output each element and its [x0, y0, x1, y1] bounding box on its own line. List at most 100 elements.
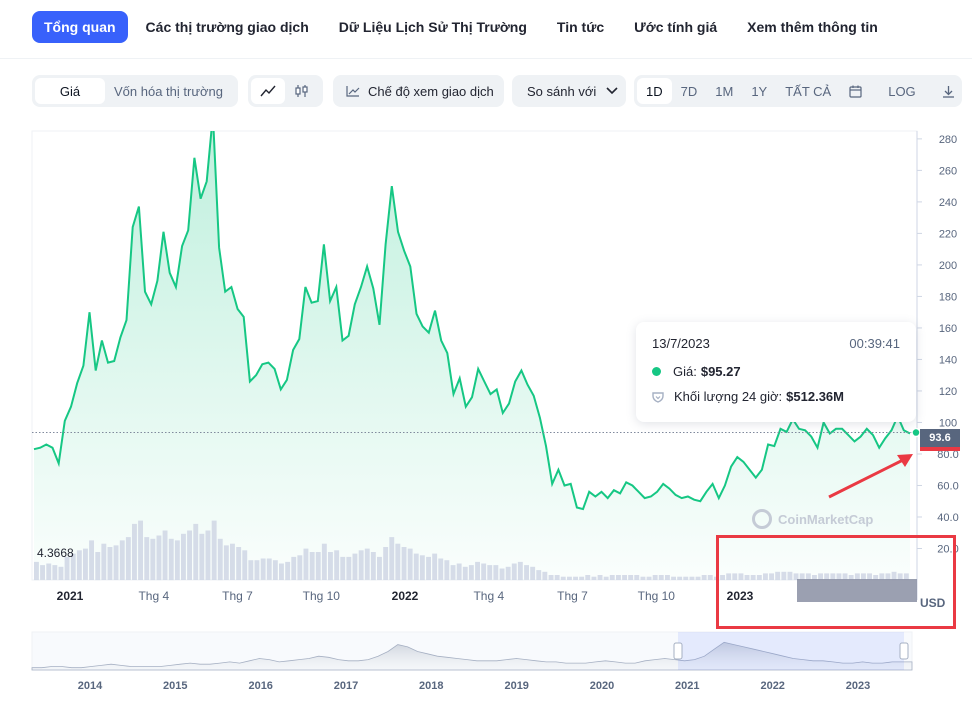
volume-bar — [370, 552, 376, 581]
volume-bar — [622, 575, 627, 580]
volume-bar — [616, 575, 621, 580]
volume-bar — [40, 565, 45, 580]
volume-bar — [536, 570, 542, 580]
volume-bar — [560, 576, 566, 580]
volume-bar — [567, 576, 572, 580]
volume-bar — [377, 556, 382, 580]
download-button[interactable] — [933, 78, 964, 104]
volume-bar — [223, 545, 229, 580]
volume-bar — [658, 575, 664, 580]
range-button-2[interactable]: 1M — [715, 83, 734, 99]
x-tick-label: Thg 7 — [222, 589, 253, 603]
volume-bar — [248, 560, 254, 580]
volume-bar — [683, 576, 689, 580]
shield-icon — [652, 391, 664, 403]
range-selector: 1D 7D 1M 1Y TẤT CẢ LOG — [634, 75, 962, 107]
volume-bar — [168, 538, 174, 581]
current-price-badge-accent — [920, 447, 960, 451]
range-button-3[interactable]: 1Y — [751, 83, 768, 99]
volume-bar — [174, 540, 180, 580]
price-tooltip: 13/7/2023 00:39:41 Giá: $95.27 Khối lượn… — [636, 322, 916, 422]
volume-bar — [738, 573, 744, 580]
volume-bar — [242, 550, 248, 580]
nav-tab-0[interactable]: Tổng quan — [32, 11, 128, 43]
volume-bar — [309, 552, 315, 581]
navigator-x-label: 2015 — [163, 680, 187, 692]
candlestick-button[interactable] — [285, 78, 319, 104]
volume-bar — [389, 537, 395, 580]
volume-bar — [854, 573, 860, 580]
x-tick-label: 2023 — [727, 589, 754, 603]
nav-tab-4[interactable]: Ước tính giá — [634, 19, 718, 35]
volume-bar — [419, 555, 425, 581]
volume-bar — [352, 553, 358, 580]
volume-bar — [573, 576, 578, 580]
nav-tab-3[interactable]: Tin tức — [556, 19, 605, 35]
tooltip-price-label: Giá: — [673, 364, 697, 379]
volume-bar — [799, 573, 805, 580]
volume-bar — [150, 538, 156, 581]
line-chart-icon — [260, 85, 276, 97]
volume-bar — [695, 576, 701, 580]
volume-bar — [340, 556, 346, 580]
navigator-selection — [678, 632, 904, 670]
compare-label: So sánh với — [527, 83, 597, 99]
y-tick-label: 180 — [939, 291, 957, 303]
x-tick-label: 2022 — [392, 589, 419, 603]
coinmarketcap-logo-icon — [752, 509, 772, 529]
volume-bar — [444, 560, 450, 580]
tooltip-price-row: Giá: $95.27 — [652, 364, 741, 379]
volume-bar — [671, 576, 676, 580]
trading-view-icon — [346, 86, 360, 97]
volume-bar — [707, 575, 713, 580]
line-chart-button[interactable] — [251, 78, 285, 104]
volume-bar — [119, 540, 125, 580]
volume-bar — [413, 553, 419, 580]
volume-bar — [634, 575, 640, 580]
volume-bar — [652, 575, 658, 580]
nav-tab-5[interactable]: Xem thêm thông tin — [747, 19, 878, 35]
volume-bar — [211, 520, 217, 580]
volume-bar — [879, 573, 885, 580]
watermark: CoinMarketCap — [752, 509, 873, 529]
x-tick-label: Thg 4 — [473, 589, 504, 603]
navigator-x-label: 2014 — [78, 680, 103, 692]
volume-bar — [842, 573, 848, 580]
volume-bar — [836, 573, 842, 580]
log-toggle[interactable]: LOG — [888, 83, 916, 99]
calendar-button[interactable] — [840, 78, 871, 104]
volume-bar — [230, 543, 235, 580]
y-tick-label: 140 — [939, 354, 957, 366]
x-tick-label: Thg 7 — [557, 589, 588, 603]
nav-tab-1[interactable]: Các thị trường giao dịch — [145, 19, 309, 35]
volume-bar — [266, 558, 272, 580]
volume-bar — [34, 561, 39, 581]
tab-market-cap[interactable]: Vốn hóa thị trường — [114, 83, 224, 99]
volume-bar — [260, 558, 266, 580]
range-button-0[interactable]: 1D — [637, 78, 672, 104]
volume-bar — [554, 575, 560, 580]
volume-bar — [193, 523, 199, 580]
nav-tab-2[interactable]: Dữ Liệu Lịch Sử Thị Trường — [338, 19, 527, 35]
trading-view-button[interactable]: Chế độ xem giao dịch — [333, 75, 504, 107]
volume-bar — [726, 573, 732, 580]
volume-bar — [199, 533, 205, 580]
tab-price[interactable]: Giá — [35, 78, 105, 104]
volume-bar — [812, 575, 817, 580]
volume-bar — [46, 563, 52, 580]
volume-bar — [830, 573, 836, 580]
volume-bar — [585, 575, 591, 580]
trading-view-label: Chế độ xem giao dịch — [368, 83, 494, 99]
compare-dropdown[interactable]: So sánh với — [512, 75, 626, 107]
y-tick-label: 240 — [939, 197, 957, 209]
range-button-4[interactable]: TẤT CẢ — [785, 83, 832, 99]
volume-bar — [787, 571, 793, 581]
price-dot-icon — [652, 367, 661, 376]
volume-bar — [328, 552, 333, 581]
volume-bar — [315, 552, 321, 581]
volume-bar — [205, 530, 211, 580]
navigator-x-label: 2023 — [846, 680, 870, 692]
volume-bar — [603, 576, 609, 580]
range-button-1[interactable]: 7D — [680, 83, 698, 99]
